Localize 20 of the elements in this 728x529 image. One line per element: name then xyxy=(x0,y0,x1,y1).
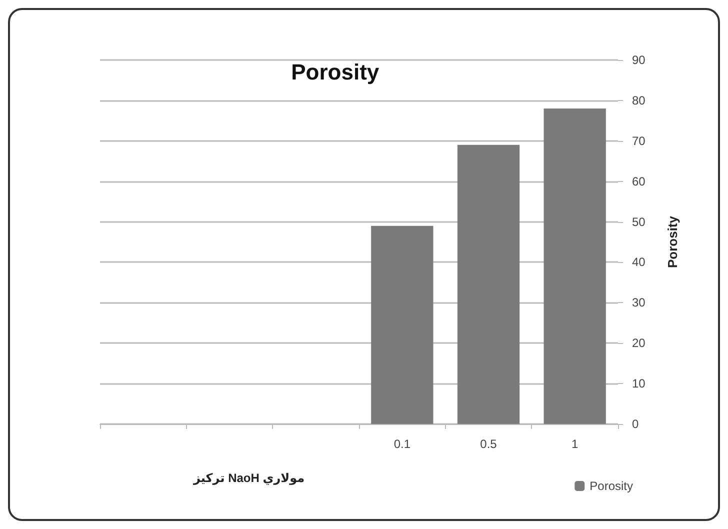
x-axis-title: تركيز NaoH مولاري xyxy=(192,471,305,485)
bar xyxy=(457,144,520,424)
y-tick-label: 20 xyxy=(632,336,646,350)
chart-title: Porosity xyxy=(291,60,380,84)
y-tick-label: 10 xyxy=(632,376,646,391)
x-tick-label: 0.1 xyxy=(394,437,411,451)
x-tick-label: 1 xyxy=(571,437,578,451)
y-tick-label: 70 xyxy=(632,134,646,148)
bar xyxy=(371,226,434,424)
y-tick-label: 80 xyxy=(632,93,646,108)
y-tick-label: 50 xyxy=(632,214,646,229)
bar xyxy=(544,108,606,424)
y-tick-label: 30 xyxy=(632,296,646,310)
y-tick-label: 0 xyxy=(632,417,639,431)
y-tick-label: 60 xyxy=(632,174,646,188)
y-tick-label: 90 xyxy=(632,53,646,67)
x-tick-label: 0.5 xyxy=(480,437,498,451)
y-tick-label: 40 xyxy=(632,255,646,270)
legend-label: Porosity xyxy=(590,479,634,493)
y-axis-title: Porosity xyxy=(665,215,680,268)
